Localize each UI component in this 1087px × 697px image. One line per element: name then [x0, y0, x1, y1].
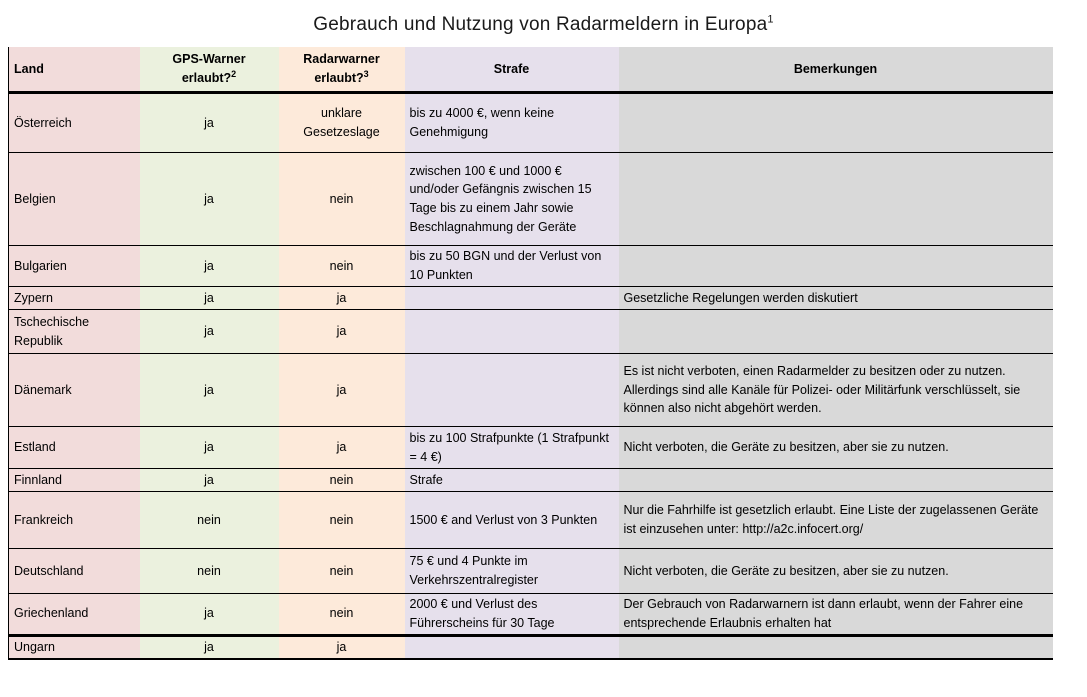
cell-radar: nein	[278, 491, 405, 549]
table-row: Ungarn ja ja	[8, 635, 1053, 659]
cell-strafe: 75 € und 4 Punkte im Verkehrszentralregi…	[404, 548, 619, 594]
cell-land: Tschechische Republik	[8, 309, 140, 354]
page-title: Gebrauch und Nutzung von Radarmeldern in…	[0, 14, 1087, 36]
table-row: Finnland ja nein Strafe	[8, 468, 1053, 492]
cell-bemerkungen	[618, 92, 1053, 153]
cell-land: Griechenland	[8, 593, 140, 635]
table-body: Österreich ja unklare Gesetzeslage bis zu 4…	[8, 92, 1053, 659]
page-title-footnote-mark: 1	[767, 13, 774, 26]
col-header-gps-label: GPS-Warner	[172, 51, 246, 66]
cell-gps: ja	[139, 635, 279, 659]
cell-gps: ja	[139, 468, 279, 492]
cell-land: Deutschland	[8, 548, 140, 594]
cell-bemerkungen	[618, 468, 1053, 492]
cell-land: Bulgarien	[8, 245, 140, 287]
col-header-gps-label2: erlaubt?	[181, 71, 232, 86]
radar-detector-table: Land GPS-Warner erlaubt?2 Radarwarner erla…	[8, 47, 1053, 660]
cell-radar: ja	[278, 353, 405, 427]
cell-radar: ja	[278, 309, 405, 354]
cell-radar: nein	[278, 593, 405, 635]
cell-gps: ja	[139, 309, 279, 354]
col-header-radarwarner: Radarwarner erlaubt?3	[278, 47, 405, 93]
table-header-row: Land GPS-Warner erlaubt?2 Radarwarner erla…	[8, 47, 1053, 93]
cell-bemerkungen	[618, 635, 1053, 659]
cell-land: Finnland	[8, 468, 140, 492]
cell-strafe	[404, 309, 619, 354]
cell-land: Dänemark	[8, 353, 140, 427]
col-header-radar-label: Radarwarner	[303, 51, 380, 66]
cell-bemerkungen	[618, 309, 1053, 354]
cell-strafe: bis zu 100 Strafpunkte (1 Strafpunkt = 4…	[404, 426, 619, 469]
col-header-gps-footnote-mark: 2	[231, 69, 237, 80]
cell-gps: ja	[139, 245, 279, 287]
col-header-land: Land	[8, 47, 140, 93]
cell-bemerkungen: Es ist nicht verboten, einen Radarmelder…	[618, 353, 1053, 427]
col-header-strafe-label: Strafe	[493, 61, 530, 76]
table-row: Deutschland nein nein 75 € und 4 Punkte im …	[8, 548, 1053, 594]
table-row: Estland ja ja bis zu 100 Strafpunkte (1 Str…	[8, 426, 1053, 469]
cell-strafe: 2000 € und Verlust des Führerscheins für…	[404, 593, 619, 635]
cell-bemerkungen	[618, 245, 1053, 287]
cell-strafe: 1500 € and Verlust von 3 Punkten	[404, 491, 619, 549]
cell-land: Ungarn	[8, 635, 140, 659]
cell-radar: ja	[278, 286, 405, 310]
col-header-radar-label2: erlaubt?	[314, 71, 364, 86]
col-header-strafe: Strafe	[404, 47, 619, 93]
cell-strafe	[404, 286, 619, 310]
cell-gps: nein	[139, 548, 279, 594]
col-header-radar-footnote-mark: 3	[363, 69, 369, 80]
cell-radar: unklare Gesetzeslage	[278, 92, 405, 153]
cell-gps: ja	[139, 92, 279, 153]
table-row: Griechenland ja nein 2000 € und Verlust des…	[8, 593, 1053, 635]
cell-radar: nein	[278, 468, 405, 492]
cell-strafe: bis zu 4000 €, wenn keine Genehmigung	[404, 92, 619, 153]
col-header-gps-warner: GPS-Warner erlaubt?2	[139, 47, 279, 93]
cell-bemerkungen: Nur die Fahrhilfe ist gesetzlich erlaubt…	[618, 491, 1053, 549]
cell-strafe: bis zu 50 BGN und der Verlust von 10 Pun…	[404, 245, 619, 287]
cell-land: Belgien	[8, 152, 140, 246]
cell-strafe	[404, 353, 619, 427]
cell-radar: ja	[278, 426, 405, 469]
cell-bemerkungen: Nicht verboten, die Geräte zu besitzen, …	[618, 548, 1053, 594]
table-row: Österreich ja unklare Gesetzeslage bis zu 4…	[8, 92, 1053, 153]
table-row: Tschechische Republik ja ja	[8, 309, 1053, 354]
page-title-text: Gebrauch und Nutzung von Radarmeldern in…	[313, 14, 768, 35]
table-row: Dänemark ja ja Es ist nicht verboten, einen…	[8, 353, 1053, 427]
cell-gps: nein	[139, 491, 279, 549]
cell-land: Frankreich	[8, 491, 140, 549]
cell-bemerkungen: Nicht verboten, die Geräte zu besitzen, …	[618, 426, 1053, 469]
table-row: Zypern ja ja Gesetzliche Regelungen werden …	[8, 286, 1053, 310]
col-header-land-label: Land	[14, 61, 44, 76]
cell-strafe	[404, 635, 619, 659]
cell-gps: ja	[139, 286, 279, 310]
cell-gps: ja	[139, 593, 279, 635]
cell-land: Österreich	[8, 92, 140, 153]
cell-strafe: Strafe	[404, 468, 619, 492]
table-row: Frankreich nein nein 1500 € and Verlust von…	[8, 491, 1053, 549]
cell-land: Estland	[8, 426, 140, 469]
cell-gps: ja	[139, 152, 279, 246]
cell-radar: nein	[278, 548, 405, 594]
col-header-bemerkungen: Bemerkungen	[618, 47, 1053, 93]
cell-radar: nein	[278, 245, 405, 287]
table-row: Belgien ja nein zwischen 100 € und 1000 € u…	[8, 152, 1053, 246]
table-header: Land GPS-Warner erlaubt?2 Radarwarner erla…	[8, 47, 1053, 93]
cell-bemerkungen: Gesetzliche Regelungen werden diskutiert	[618, 286, 1053, 310]
table-row: Bulgarien ja nein bis zu 50 BGN und der Ver…	[8, 245, 1053, 287]
cell-strafe: zwischen 100 € und 1000 € und/oder Gefän…	[404, 152, 619, 246]
cell-bemerkungen: Der Gebrauch von Radarwarnern ist dann e…	[618, 593, 1053, 635]
cell-gps: ja	[139, 353, 279, 427]
cell-radar: ja	[278, 635, 405, 659]
cell-radar: nein	[278, 152, 405, 246]
cell-land: Zypern	[8, 286, 140, 310]
cell-gps: ja	[139, 426, 279, 469]
cell-bemerkungen	[618, 152, 1053, 246]
col-header-bemerkungen-label: Bemerkungen	[793, 61, 878, 76]
